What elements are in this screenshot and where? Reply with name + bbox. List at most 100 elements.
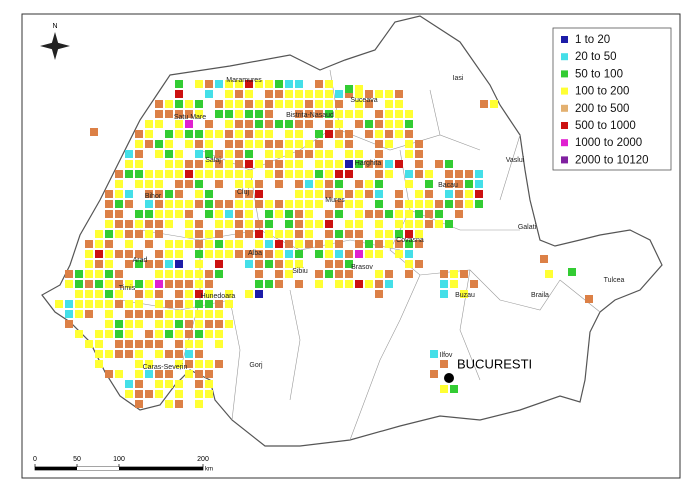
legend-swatch [561,139,568,147]
cell-square [345,150,353,158]
cell-square [305,100,313,108]
cell-square [375,240,383,248]
cell-square [165,100,173,108]
legend: 1 to 20 20 to 50 50 to 100 100 to 200 200 to… [561,34,649,166]
cell-square [345,200,353,208]
cell-square [155,320,163,328]
cell-square [215,170,223,178]
cell-square [75,280,83,288]
cell-square [375,150,383,158]
cell-square [115,230,123,238]
cell-square [195,170,203,178]
cell-square [335,210,343,218]
cell-square [425,200,433,208]
cell-square [135,170,143,178]
cell-square [450,385,458,393]
cell-square [325,180,333,188]
cell-square [365,210,373,218]
cell-square [135,150,143,158]
cell-square [285,200,293,208]
cell-square [175,330,183,338]
cell-square [325,210,333,218]
cell-square [440,270,448,278]
cell-square [445,220,453,228]
cell-square [315,170,323,178]
cell-square [235,240,243,248]
scale-tick-label: 100 [113,456,125,463]
cell-square [255,110,263,118]
cell-square [255,80,263,88]
cell-square [375,220,383,228]
cell-square [315,280,323,288]
county-label: Vaslui [506,157,525,164]
cell-square [325,260,333,268]
cell-square [115,190,123,198]
cell-square [155,190,163,198]
cell-square [305,240,313,248]
cell-square [95,330,103,338]
cell-square [145,190,153,198]
cell-square [205,280,213,288]
cell-square [215,150,223,158]
cell-square [365,130,373,138]
cell-square [155,270,163,278]
cell-square [255,260,263,268]
cell-square [355,210,363,218]
north-arrow: N [40,23,70,60]
cell-square [355,120,363,128]
cell-square [185,340,193,348]
cell-square [95,300,103,308]
cell-square [115,270,123,278]
cell-square [305,110,313,118]
cell-square [195,400,203,408]
cell-square [265,250,273,258]
cell-square [145,140,153,148]
cell-square [245,120,253,128]
cell-square [405,270,413,278]
capital-label: BUCURESTI [457,356,532,371]
cell-square [135,160,143,168]
cell-square [365,160,373,168]
cell-square [185,370,193,378]
cell-square [195,140,203,148]
cell-square [455,180,463,188]
cell-square [415,140,423,148]
cell-square [65,310,73,318]
cell-square [155,280,163,288]
cell-square [255,200,263,208]
cell-square [265,80,273,88]
cell-square [475,200,483,208]
cell-square [365,100,373,108]
cell-square [175,190,183,198]
cell-square [345,85,353,93]
cell-square [245,260,253,268]
cell-square [235,130,243,138]
cell-square [85,260,93,268]
cell-square [415,230,423,238]
cell-square [225,250,233,258]
cell-square [255,270,263,278]
cell-square [105,200,113,208]
cell-square [275,280,283,288]
cell-square [155,110,163,118]
cell-square [345,270,353,278]
cell-square [215,100,223,108]
cell-square [285,250,293,258]
cell-square [75,310,83,318]
cell-square [175,160,183,168]
cell-square [265,260,273,268]
cell-square [285,120,293,128]
cell-square [205,310,213,318]
cell-square [275,140,283,148]
cell-square [235,180,243,188]
cell-square [265,100,273,108]
cell-square [215,320,223,328]
cell-square [365,280,373,288]
cell-square [275,170,283,178]
cell-square [225,210,233,218]
legend-label: 100 to 200 [575,86,629,98]
cell-square [85,240,93,248]
cell-square [95,230,103,238]
cell-square [185,110,193,118]
cell-square [135,230,143,238]
